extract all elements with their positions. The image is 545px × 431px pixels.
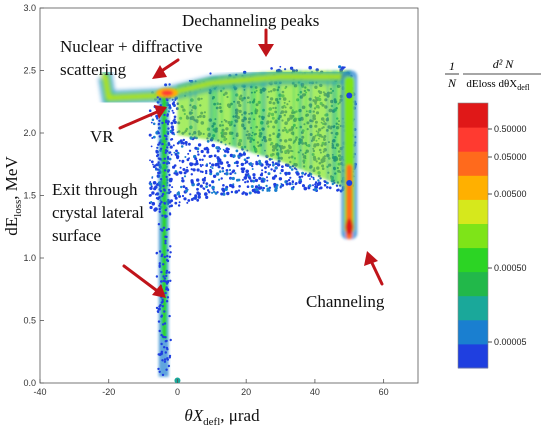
colorbar-swatch xyxy=(458,103,488,128)
annotation-channeling: Channeling xyxy=(306,292,385,311)
y-tick-label: 3.0 xyxy=(23,3,36,13)
colorbar-swatch xyxy=(458,319,488,345)
colorbar-swatch xyxy=(458,295,488,321)
annotations: Dechanneling peaks Nuclear + diffractive… xyxy=(52,11,385,311)
colorbar-swatch xyxy=(458,343,488,369)
colorbar-fraction-den: N xyxy=(447,76,457,90)
y-tick-label: 1.0 xyxy=(23,253,36,263)
colorbar-tick-label: 0.50000 xyxy=(494,124,527,134)
colorbar-fraction-num: 1 xyxy=(449,59,455,73)
colorbar-title: 1 N d² N dEloss dθXdefl xyxy=(445,57,541,92)
x-tick-label: 0 xyxy=(175,387,180,397)
channeling-column xyxy=(341,70,358,240)
colorbar: 1 N d² N dEloss dθXdefl 0.500000.050000.… xyxy=(445,57,541,369)
colorbar-swatch xyxy=(458,223,488,249)
colorbar-title-numerator: d² N xyxy=(493,57,515,71)
x-axis-ticks: -40 -20 0 20 40 60 xyxy=(33,379,389,397)
x-tick-label: -40 xyxy=(33,387,46,397)
arrow-exit xyxy=(122,264,166,298)
x-tick-label: -20 xyxy=(102,387,115,397)
colorbar-scale xyxy=(457,102,489,369)
annotation-exit-2: crystal lateral xyxy=(52,203,144,222)
colorbar-swatch xyxy=(458,247,488,273)
x-axis-title: θXdefl, μrad xyxy=(184,406,260,428)
annotation-nuclear-2: scattering xyxy=(60,60,127,79)
colorbar-swatch xyxy=(458,199,488,224)
colorbar-title-denominator: dEloss dθXdefl xyxy=(466,78,530,92)
colorbar-swatch xyxy=(458,127,488,152)
annotation-dechanneling: Dechanneling peaks xyxy=(182,11,319,30)
colorbar-swatch xyxy=(458,151,488,176)
colorbar-tick-label: 0.00050 xyxy=(494,263,527,273)
arrow-nuclear xyxy=(152,58,180,79)
annotation-nuclear-1: Nuclear + diffractive xyxy=(60,37,202,56)
y-axis-ticks: 0.0 0.5 1.0 1.5 2.0 2.5 3.0 xyxy=(23,3,44,388)
main-band xyxy=(98,69,350,106)
vertical-stripe xyxy=(158,95,169,377)
y-axis-title: dEloss, MeV xyxy=(2,156,24,236)
y-tick-label: 0.0 xyxy=(23,378,36,388)
colorbar-tick-label: 0.00500 xyxy=(494,189,527,199)
arrow-dechanneling xyxy=(258,28,274,57)
channeling-hole-upper xyxy=(346,92,353,99)
y-tick-label: 1.5 xyxy=(23,191,36,201)
colorbar-ticks: 0.50000 0.05000 0.00500 0.00050 0.00005 xyxy=(488,124,527,347)
vr-peak xyxy=(156,88,179,98)
arrow-vr xyxy=(118,105,167,130)
x-tick-label: 40 xyxy=(310,387,320,397)
arrow-channeling xyxy=(364,251,384,286)
y-tick-label: 0.5 xyxy=(23,316,36,326)
heatmap xyxy=(98,65,358,383)
annotation-exit-3: surface xyxy=(52,226,101,245)
annotation-vr: VR xyxy=(90,127,114,146)
channeling-hole-lower xyxy=(346,180,353,186)
y-tick-label: 2.0 xyxy=(23,128,36,138)
annotation-exit-1: Exit through xyxy=(52,180,138,199)
colorbar-tick-label: 0.05000 xyxy=(494,152,527,162)
colorbar-swatch xyxy=(458,175,488,200)
annotation-arrows xyxy=(118,28,384,298)
colorbar-tick-label: 0.00005 xyxy=(494,337,527,347)
x-tick-label: 20 xyxy=(241,387,251,397)
colorbar-swatch xyxy=(458,271,488,297)
x-tick-label: 60 xyxy=(379,387,389,397)
y-tick-label: 2.5 xyxy=(23,66,36,76)
colorbar-frame xyxy=(457,102,489,369)
